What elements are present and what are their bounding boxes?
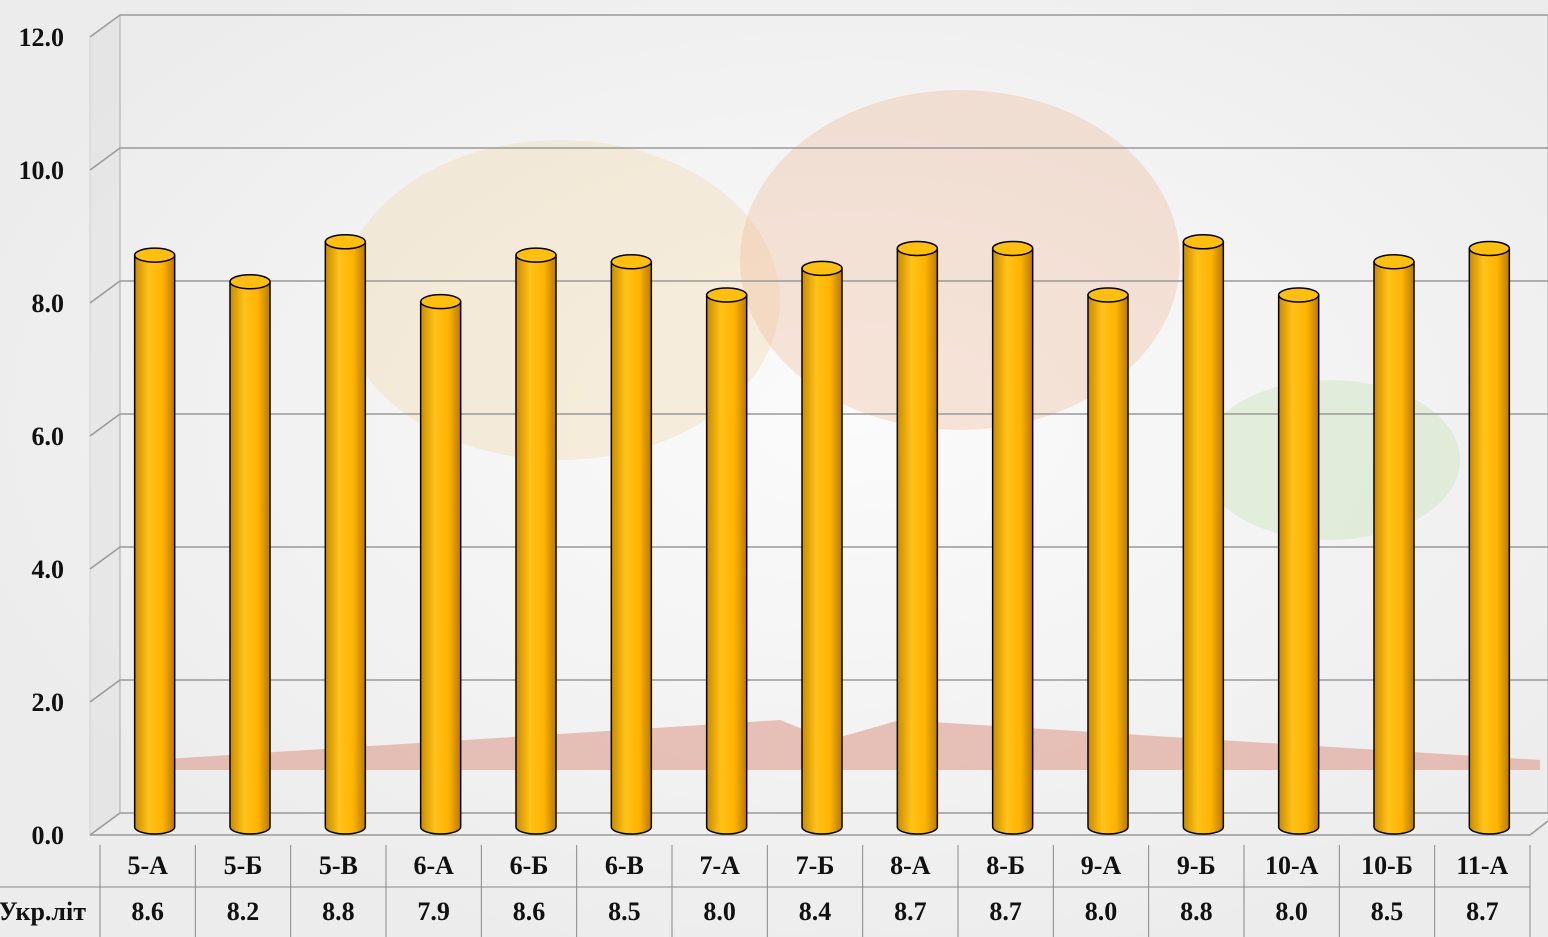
- data-label: 8.8: [322, 897, 355, 926]
- data-label: 8.6: [513, 897, 546, 926]
- x-tick-label: 7-А: [699, 851, 740, 880]
- x-tick-label: 8-А: [890, 851, 931, 880]
- data-label: 8.2: [227, 897, 260, 926]
- floor: [90, 820, 1548, 836]
- data-label: 8.7: [1466, 897, 1499, 926]
- data-label: 8.5: [1371, 897, 1404, 926]
- bar: [801, 267, 843, 835]
- grid-line: [89, 280, 1548, 304]
- bar: [1277, 294, 1320, 835]
- x-tick-label: 5-Б: [224, 851, 263, 880]
- data-label: 8.5: [608, 897, 641, 926]
- grid-line: [89, 14, 1548, 38]
- bar-top: [1087, 287, 1129, 303]
- x-tick-label: 10-Б: [1361, 851, 1413, 880]
- data-label: 7.9: [417, 897, 450, 926]
- bar: [1087, 294, 1129, 835]
- bar-top: [1468, 240, 1511, 257]
- x-tick-label: 6-В: [605, 851, 644, 880]
- bar-top: [610, 254, 653, 270]
- bar: [1373, 261, 1415, 835]
- bar-top: [1373, 254, 1415, 270]
- data-label: 8.7: [989, 897, 1022, 926]
- bar: [229, 280, 271, 835]
- data-label: 8.0: [1085, 897, 1118, 926]
- data-label: 8.7: [894, 897, 927, 926]
- x-tick-label: 5-А: [127, 851, 168, 880]
- y-tick-label: 4.0: [32, 555, 65, 584]
- x-tick-label: 6-А: [413, 851, 454, 880]
- bar: [419, 300, 462, 835]
- x-tick-label: 9-Б: [1177, 851, 1216, 880]
- bar: [133, 254, 176, 835]
- data-label: 8.6: [131, 897, 164, 926]
- bar: [896, 247, 939, 835]
- bar: [705, 294, 748, 835]
- leaf-decoration: [740, 90, 1180, 430]
- bar-top: [705, 287, 748, 303]
- bar: [991, 247, 1034, 835]
- bar-top: [229, 273, 271, 290]
- bar-top: [515, 247, 557, 263]
- y-tick-label: 2.0: [32, 688, 65, 717]
- grid-line: [89, 812, 1548, 836]
- bar-top: [1277, 287, 1320, 303]
- legend-entry: Укр.літ: [0, 897, 86, 926]
- data-label: 8.4: [799, 897, 832, 926]
- bar-top: [801, 260, 843, 277]
- bar: [610, 261, 653, 835]
- grid-line: [89, 679, 1548, 703]
- bar: [515, 254, 557, 835]
- x-tick-label: 9-А: [1081, 851, 1122, 880]
- data-label: 8.0: [1275, 897, 1308, 926]
- bar-top: [133, 247, 176, 263]
- y-tick-label: 10.0: [19, 156, 65, 185]
- x-tick-label: 7-Б: [796, 851, 835, 880]
- data-label: 8.8: [1180, 897, 1213, 926]
- bar-top: [324, 234, 367, 250]
- grid-line: [89, 546, 1548, 570]
- bar-top: [419, 293, 462, 310]
- x-tick-label: 6-Б: [510, 851, 549, 880]
- grid-line: [89, 413, 1548, 437]
- x-tick-label: 8-Б: [986, 851, 1025, 880]
- bar-top: [991, 240, 1034, 257]
- bar-top: [1182, 234, 1225, 250]
- leaf-decoration: [1200, 380, 1460, 540]
- x-tick-label: 5-В: [319, 851, 358, 880]
- x-tick-label: 10-А: [1265, 851, 1319, 880]
- y-tick-label: 0.0: [32, 821, 65, 850]
- grid-line: [89, 147, 1548, 171]
- bar: [324, 241, 367, 835]
- bar-top: [896, 240, 939, 257]
- bar: [1468, 247, 1511, 835]
- data-label: 8.0: [703, 897, 736, 926]
- y-tick-label: 6.0: [32, 422, 65, 451]
- y-tick-label: 12.0: [19, 23, 65, 52]
- bar: [1182, 241, 1225, 835]
- x-tick-label: 11-А: [1456, 851, 1508, 880]
- y-tick-label: 8.0: [32, 289, 65, 318]
